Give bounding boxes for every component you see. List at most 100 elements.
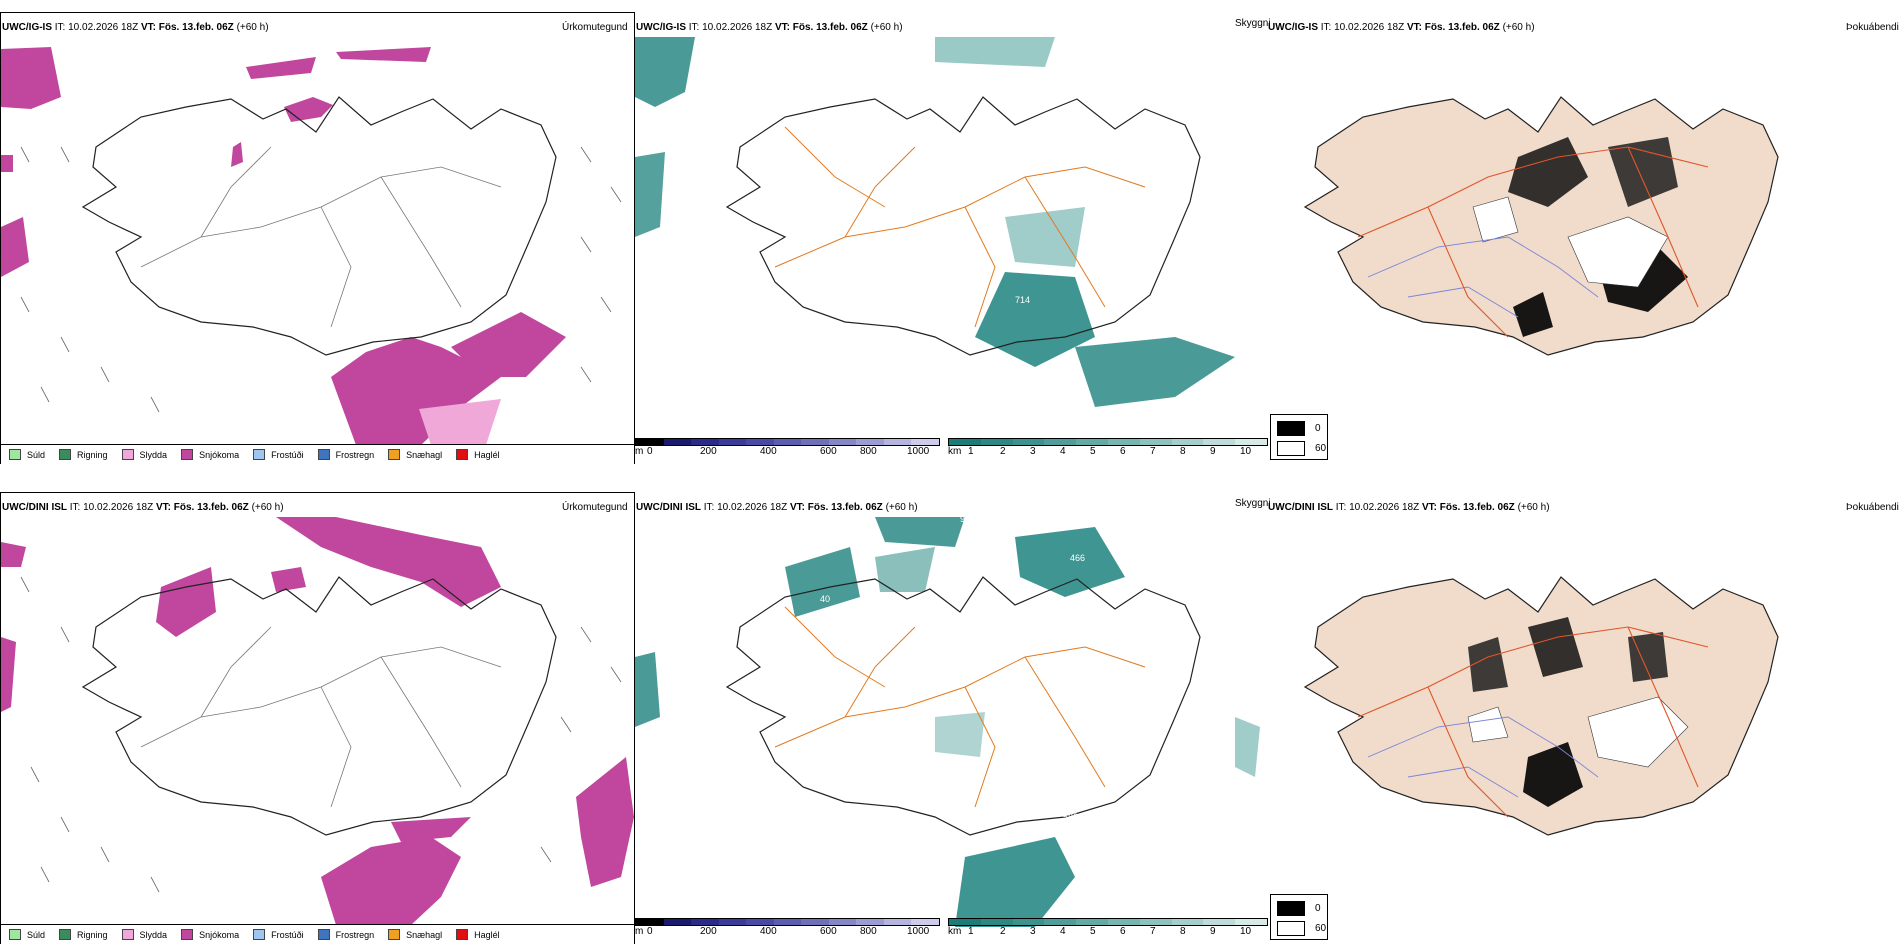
legend-item: Snjókoma	[181, 449, 239, 460]
legend-label: Súld	[27, 929, 46, 940]
visibility-colorbar-cells	[948, 438, 1268, 446]
teal-area	[785, 547, 860, 617]
legend-swatch	[388, 449, 401, 460]
legend-label: Snjókoma	[199, 449, 240, 460]
model-name: UWC/DINI ISL	[2, 502, 67, 513]
coastline	[725, 576, 1201, 836]
vis-label: 915	[960, 517, 975, 524]
tick-label: 8	[1180, 926, 1186, 937]
tick-label: 600	[820, 926, 837, 937]
unit-label: km	[948, 446, 962, 457]
unit-label: km	[948, 926, 962, 937]
init-time: 10.02.2026 18Z	[702, 22, 773, 33]
vis-label: 839	[925, 391, 940, 401]
fog-key-swatch	[1277, 901, 1305, 916]
panel-title-precip: Úrkomutegund	[562, 22, 628, 33]
legend-swatch	[253, 449, 266, 460]
panel-header: UWC/IG-IS IT: 10.02.2026 18Z VT: Fös. 13…	[1268, 22, 1535, 33]
roads	[1357, 146, 1709, 338]
init-time: 10.02.2026 18Z	[717, 502, 788, 513]
glacier-white	[1467, 706, 1509, 743]
legend-swatch	[388, 929, 401, 940]
glacier-white	[1567, 216, 1669, 288]
it-label: IT:	[54, 22, 66, 33]
init-time: 10.02.2026 18Z	[68, 22, 139, 33]
tick-label: 2	[1000, 926, 1006, 937]
tick-label: 800	[860, 446, 877, 457]
teal-area	[1005, 207, 1085, 267]
fog-key-label: 0	[1315, 903, 1321, 914]
legend-item: Rigning	[59, 449, 108, 460]
fog-key-row: 60	[1277, 921, 1326, 936]
fog-key-swatch	[1277, 421, 1305, 436]
vt-label: VT:	[155, 502, 171, 513]
legend-item: Slydda	[121, 929, 167, 940]
legend-swatch	[59, 449, 72, 460]
fog-dark	[1523, 742, 1583, 807]
fog-key-row: 0	[1277, 901, 1321, 916]
valid-time: Fös. 13.feb. 06Z	[807, 502, 883, 513]
tick-label: 8	[1180, 446, 1186, 457]
legend-label: Snæhagl	[406, 449, 443, 460]
vt-label: VT:	[140, 22, 156, 33]
legend-label: Haglél	[474, 449, 500, 460]
snow-area	[1, 155, 13, 172]
rivers	[1367, 236, 1599, 318]
legend-label: Rigning	[77, 449, 108, 460]
tick-label: 7	[1150, 926, 1156, 937]
legend-label: Frostregn	[335, 449, 375, 460]
tick-label: 0	[647, 446, 653, 457]
legend-swatch	[9, 929, 21, 940]
precip-legend: Súld Rigning Slydda Snjókoma Frostúði Fr…	[1, 924, 634, 944]
it-label: IT:	[1335, 502, 1347, 513]
legend-item: Frostregn	[317, 929, 375, 940]
fog-dark	[1528, 617, 1583, 677]
model-name: UWC/IG-IS	[2, 22, 52, 33]
wind-barbs	[20, 146, 622, 413]
wind-barbs	[20, 576, 622, 893]
visibility-map: 714 839 863	[635, 37, 1235, 427]
unit-label: m	[635, 926, 644, 937]
vis-label: 714	[1015, 295, 1030, 305]
panel-header: UWC/IG-IS IT: 10.02.2026 18Z VT: Fös. 13…	[636, 22, 903, 33]
precip-map	[1, 47, 622, 445]
lead-time: (+60 h)	[1517, 502, 1550, 513]
legend-label: Frostregn	[335, 929, 375, 940]
it-label: IT:	[688, 22, 700, 33]
tick-label: 5	[1090, 446, 1096, 457]
vt-label: VT:	[1421, 502, 1437, 513]
visibility-tick-labels: km 1 2 3 4 5 6 7 8 9 10	[948, 926, 1268, 938]
glacier-white	[1472, 196, 1519, 243]
visibility-colorbar-cells	[948, 918, 1268, 926]
precip-panel-top: UWC/IG-IS IT: 10.02.2026 18Z VT: Fös. 13…	[0, 12, 640, 472]
teal-area	[975, 272, 1095, 367]
fog-dark	[1508, 137, 1588, 207]
init-time: 10.02.2026 18Z	[1334, 22, 1405, 33]
legend-swatch	[121, 929, 134, 940]
fog-key-label: 0	[1315, 423, 1321, 434]
legend-label: Snjókoma	[199, 929, 240, 940]
lead-time: (+60 h)	[885, 502, 918, 513]
coastline	[725, 96, 1201, 356]
legend-swatch	[253, 929, 266, 940]
legend-swatch	[181, 449, 194, 460]
coastline	[81, 96, 557, 356]
teal-area	[875, 547, 935, 592]
visibility-map: 915 466 40 582	[635, 517, 1260, 927]
lead-time: (+60 h)	[870, 22, 903, 33]
coastline	[81, 576, 557, 836]
tick-label: 1000	[907, 926, 930, 937]
legend-item: Frostúði	[253, 449, 304, 460]
fog-key-row: 0	[1277, 421, 1321, 436]
teal-area	[1235, 717, 1260, 777]
ceiling-tick-labels: m 0 200 400 600 800 1000	[635, 926, 940, 938]
vt-label: VT:	[774, 22, 790, 33]
ceiling-colorbar: m 0 200 400 600 800 1000	[635, 438, 940, 458]
vt-label: VT:	[1406, 22, 1422, 33]
it-label: IT:	[1320, 22, 1332, 33]
tick-label: 4	[1060, 926, 1066, 937]
tick-label: 1	[968, 926, 974, 937]
snow-area	[321, 837, 461, 925]
teal-area	[935, 712, 985, 757]
rivers	[1367, 716, 1599, 798]
